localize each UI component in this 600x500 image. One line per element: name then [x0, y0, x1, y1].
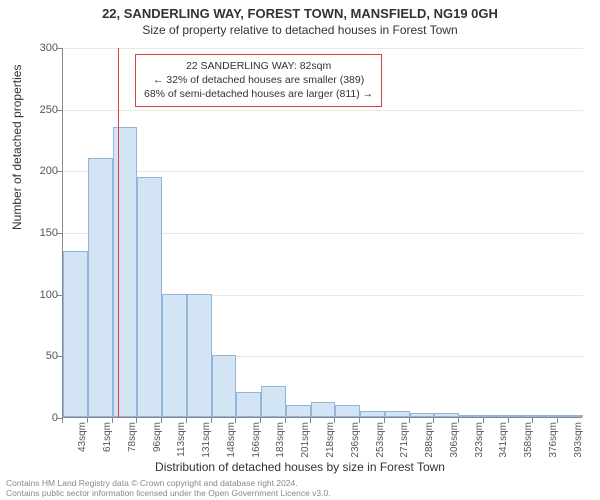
- chart-title: 22, SANDERLING WAY, FOREST TOWN, MANSFIE…: [0, 0, 600, 21]
- bar: [212, 355, 237, 417]
- info-line3: 68% of semi-detached houses are larger (…: [144, 87, 373, 101]
- attribution-footer: Contains HM Land Registry data © Crown c…: [6, 478, 331, 498]
- x-tick-label: 236sqm: [350, 422, 361, 458]
- bar: [63, 251, 88, 418]
- bar: [113, 127, 138, 417]
- bar: [434, 413, 459, 417]
- bar: [335, 405, 360, 417]
- bar: [484, 415, 509, 417]
- bar: [410, 413, 435, 417]
- bar: [385, 411, 410, 417]
- x-tick-label: 131sqm: [201, 422, 212, 458]
- y-tick-label: 50: [28, 350, 58, 362]
- info-line2: ← 32% of detached houses are smaller (38…: [144, 73, 373, 87]
- y-tick-label: 150: [28, 227, 58, 239]
- footer-line2: Contains public sector information licen…: [6, 488, 331, 498]
- bar: [261, 386, 286, 417]
- bar: [311, 402, 336, 417]
- plot-region: 22 SANDERLING WAY: 82sqm ← 32% of detach…: [62, 48, 582, 418]
- y-tick-label: 250: [28, 104, 58, 116]
- x-tick-label: 393sqm: [573, 422, 584, 458]
- x-tick-label: 358sqm: [523, 422, 534, 458]
- x-tick-label: 113sqm: [176, 422, 187, 457]
- x-tick-label: 218sqm: [325, 422, 336, 458]
- x-tick-label: 341sqm: [498, 422, 509, 458]
- x-tick-label: 376sqm: [548, 422, 559, 458]
- chart-area: 22 SANDERLING WAY: 82sqm ← 32% of detach…: [62, 48, 582, 418]
- info-box: 22 SANDERLING WAY: 82sqm ← 32% of detach…: [135, 54, 382, 107]
- bar: [459, 415, 484, 417]
- x-tick-label: 323sqm: [474, 422, 485, 458]
- y-axis-label: Number of detached properties: [10, 65, 24, 230]
- y-tick-label: 100: [28, 289, 58, 301]
- bar: [558, 415, 583, 417]
- x-tick-label: 288sqm: [424, 422, 435, 458]
- x-tick-label: 43sqm: [77, 422, 88, 452]
- x-tick-label: 148sqm: [226, 422, 237, 458]
- bar: [286, 405, 311, 417]
- bar: [88, 158, 113, 417]
- y-tick-label: 0: [28, 412, 58, 424]
- bar: [236, 392, 261, 417]
- chart-subtitle: Size of property relative to detached ho…: [0, 21, 600, 41]
- bar: [360, 411, 385, 417]
- bar: [187, 294, 212, 417]
- x-tick-label: 96sqm: [152, 422, 163, 452]
- x-tick-label: 253sqm: [375, 422, 386, 458]
- bar: [162, 294, 187, 417]
- info-line1: 22 SANDERLING WAY: 82sqm: [144, 59, 373, 73]
- x-axis-label: Distribution of detached houses by size …: [0, 460, 600, 474]
- x-tick-label: 183sqm: [275, 422, 286, 458]
- bar: [509, 415, 534, 417]
- bar: [137, 177, 162, 418]
- marker-line: [118, 48, 119, 417]
- y-tick-label: 300: [28, 42, 58, 54]
- bar: [533, 415, 558, 417]
- x-tick-label: 306sqm: [449, 422, 460, 458]
- x-tick-label: 166sqm: [251, 422, 262, 458]
- x-tick-label: 271sqm: [399, 422, 410, 458]
- footer-line1: Contains HM Land Registry data © Crown c…: [6, 478, 331, 488]
- y-tick-label: 200: [28, 165, 58, 177]
- x-tick-label: 61sqm: [102, 422, 113, 452]
- x-tick-label: 201sqm: [300, 422, 311, 458]
- x-tick-label: 78sqm: [127, 422, 138, 452]
